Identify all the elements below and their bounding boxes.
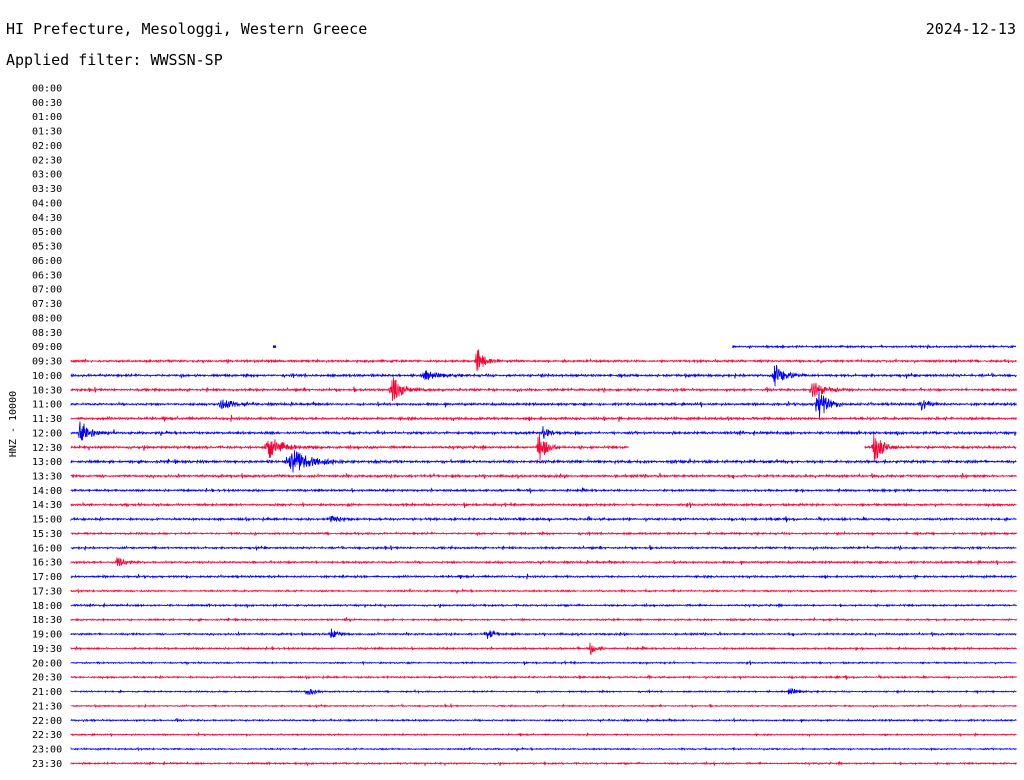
row-label-2330: 23:30 [32,759,62,770]
trace-0900-0 [732,344,1017,350]
trace-1130-5 [70,414,1017,423]
row-label-1430: 14:30 [32,500,62,511]
row-label-1630: 16:30 [32,558,62,569]
filter-label: Applied filter: WWSSN-SP [6,51,223,69]
trace-1330-10 [70,472,1017,480]
row-label-0500: 05:00 [32,227,62,238]
row-label-2300: 23:00 [32,745,62,756]
row-label-0430: 04:30 [32,213,62,224]
trace-1900-21 [70,628,1017,639]
row-label-0700: 07:00 [32,285,62,296]
row-label-1730: 17:30 [32,586,62,597]
row-label-2230: 22:30 [32,730,62,741]
row-label-0000: 00:00 [32,84,62,95]
station-title: HI Prefecture, Mesologgi, Western Greece [6,20,368,38]
row-label-0530: 05:30 [32,242,62,253]
trace-2030-24 [70,673,1017,681]
row-label-0200: 02:00 [32,141,62,152]
trace-1230-8 [864,434,1017,463]
row-label-1200: 12:00 [32,428,62,439]
row-label-1930: 19:30 [32,644,62,655]
row-label-1830: 18:30 [32,615,62,626]
row-label-1100: 11:00 [32,400,62,411]
row-label-1400: 14:00 [32,486,62,497]
row-label-0330: 03:30 [32,184,62,195]
trace-1300-9 [70,450,1017,473]
trace-1230-7 [70,433,629,462]
trace-1200-6 [70,421,1017,441]
trace-0930-1 [70,349,1017,372]
trace-1530-14 [70,530,1017,537]
row-label-0930: 09:30 [32,357,62,368]
row-label-0630: 06:30 [32,270,62,281]
seismic-traces [70,344,1017,767]
row-label-1530: 15:30 [32,529,62,540]
row-label-0800: 08:00 [32,313,62,324]
trace-2000-23 [70,659,1017,666]
trace-1000-2 [70,364,1017,387]
row-label-2030: 20:30 [32,673,62,684]
trace-1830-20 [70,616,1017,623]
row-label-0100: 01:00 [32,112,62,123]
row-label-0900: 09:00 [32,342,62,353]
trace-2100-25 [70,688,1017,696]
row-label-1000: 10:00 [32,371,62,382]
row-label-0300: 03:00 [32,170,62,181]
row-label-0730: 07:30 [32,299,62,310]
row-label-2200: 22:00 [32,716,62,727]
trace-1730-18 [70,587,1017,595]
trace-1430-12 [70,501,1017,509]
trace-1400-11 [70,487,1017,495]
row-label-2000: 20:00 [32,658,62,669]
row-label-1600: 16:00 [32,543,62,554]
trace-1630-16 [70,557,1017,567]
row-label-1030: 10:30 [32,385,62,396]
row-label-1500: 15:00 [32,515,62,526]
row-label-0400: 04:00 [32,198,62,209]
trace-2130-26 [70,702,1017,709]
trace-1600-15 [70,544,1017,552]
row-label-1800: 18:00 [32,601,62,612]
row-label-0830: 08:30 [32,328,62,339]
row-label-2130: 21:30 [32,701,62,712]
row-label-1300: 13:00 [32,457,62,468]
trace-0900-fragment [273,345,276,348]
row-label-1130: 11:30 [32,414,62,425]
row-label-1330: 13:30 [32,471,62,482]
y-axis-label: HNZ - 10000 [8,391,19,457]
trace-2330-30 [70,760,1017,767]
row-label-0030: 00:30 [32,98,62,109]
row-label-0600: 06:00 [32,256,62,267]
trace-1800-19 [70,602,1017,609]
trace-1700-17 [70,573,1017,580]
trace-2200-27 [70,717,1017,724]
date-label: 2024-12-13 [925,20,1016,38]
row-label-1230: 12:30 [32,443,62,454]
trace-1030-3 [70,377,1017,401]
trace-1100-4 [70,388,1017,420]
row-label-1700: 17:00 [32,572,62,583]
trace-1500-13 [70,515,1017,523]
row-label-1900: 19:00 [32,630,62,641]
row-labels: 00:00 00:30 01:00 01:30 02:00 02:30 03:00 03:30… [32,84,62,770]
trace-2300-29 [70,746,1017,752]
row-label-0230: 02:30 [32,155,62,166]
row-label-2100: 21:00 [32,687,62,698]
trace-2230-28 [70,731,1017,738]
row-label-0130: 01:30 [32,127,62,138]
trace-1930-22 [70,642,1017,656]
